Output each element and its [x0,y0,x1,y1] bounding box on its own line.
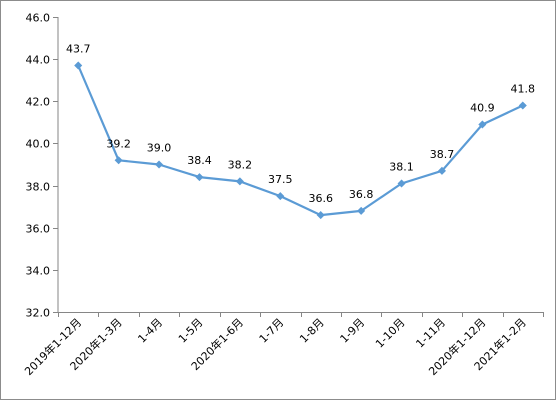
series-line-group [74,61,527,220]
y-tick-label: 46.0 [26,12,51,25]
data-label: 38.1 [389,160,414,173]
y-tick-label: 38.0 [26,181,51,194]
x-tick-label: 1-5月 [176,316,206,346]
y-tick-label: 32.0 [26,307,51,320]
data-label: 38.2 [228,158,253,171]
data-label: 39.2 [106,137,131,150]
series-line [77,65,524,217]
data-point-marker [195,173,204,182]
data-label: 36.6 [308,192,333,205]
data-point-marker [437,166,446,175]
y-tick-label: 42.0 [26,96,51,109]
x-tick-label: 1-8月 [297,316,327,346]
y-tick-label: 36.0 [26,223,51,236]
data-point-marker [276,192,285,201]
data-point-marker [74,61,83,70]
data-label: 36.8 [349,188,374,201]
data-point-marker [397,179,406,188]
y-axis: 32.0 34.0 36.0 38.0 40.0 42.0 44.0 46.0 [26,12,59,320]
x-tick-label: 1-11月 [413,316,448,351]
x-tick-label: 1-9月 [338,316,368,346]
data-label: 39.0 [147,142,172,155]
data-point-marker [316,211,325,220]
data-point-marker [518,101,527,110]
data-point-marker [235,177,244,186]
x-tick-label: 1-7月 [257,316,287,346]
data-label: 40.9 [470,101,495,114]
data-label: 37.5 [268,173,293,186]
data-labels: 43.7 39.2 39.0 38.4 38.2 37.5 36.6 36.8 38.1 38.7… [66,42,535,205]
x-tick-label: 1-10月 [373,316,408,351]
data-label: 38.7 [430,148,455,161]
y-tick-label: 44.0 [26,54,51,67]
x-tick-label: 1-4月 [135,316,165,346]
data-point-marker [114,156,123,165]
y-tick-label: 40.0 [26,138,51,151]
data-label: 38.4 [187,154,212,167]
data-label: 41.8 [511,83,536,96]
y-tick-label: 34.0 [26,265,51,278]
data-point-marker [155,160,164,169]
data-label: 43.7 [66,42,91,55]
data-point-marker [357,206,366,215]
data-point-marker [478,120,487,129]
